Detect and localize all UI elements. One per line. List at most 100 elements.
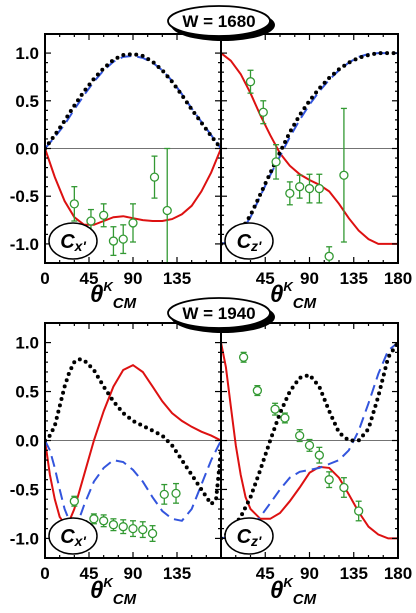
data-point [149, 172, 160, 182]
data-point [108, 520, 119, 530]
data-point [324, 251, 334, 261]
x-tick-label: 180 [384, 564, 412, 583]
x-tick-label: 90 [124, 564, 143, 583]
data-point [295, 430, 305, 441]
chart-w1680: -1.0 -0.5 0.0 0.5 1.0 0 45 90 135 Cx' 45 90 135 180 C… [10, 5, 412, 288]
data-point [314, 450, 324, 460]
xlabel-subscript: CM [293, 295, 317, 312]
panel-badge: Cz' [224, 517, 274, 555]
svg-text:θKCM: θKCM [270, 279, 317, 312]
title-ellipse [167, 5, 271, 37]
x-tick-label: 180 [384, 269, 412, 288]
y-tick-label: 0.0 [15, 140, 39, 159]
data-point [118, 234, 128, 244]
xlabel-theta: θ [90, 577, 103, 604]
plot-area [45, 357, 221, 543]
title-badge-top: W = 1680 [167, 5, 275, 41]
series-dotted-line [221, 51, 398, 246]
xlabel-subscript: CM [113, 295, 137, 312]
data-point [245, 77, 256, 87]
svg-text:θKCM: θKCM [90, 575, 137, 608]
x-tick-label: 135 [340, 269, 368, 288]
data-point [304, 183, 315, 194]
plot-area [221, 51, 398, 263]
series-dashed-line [45, 440, 221, 527]
y-tick-label: -1.0 [10, 529, 39, 548]
panel-badge: Cx' [48, 517, 98, 555]
x-tick-label: 90 [124, 269, 143, 288]
panel-cx-bottom: -1.0 -0.5 0.0 0.5 1.0 0 45 90 135 Cx' [10, 322, 222, 583]
panel-cz-bottom: 45 90 135 180 Cz' [220, 322, 412, 583]
y-tick-label: 0.0 [15, 432, 39, 451]
plot-area [221, 340, 398, 541]
data-point [285, 188, 295, 198]
x-tick-label: 45 [80, 269, 99, 288]
badge-label: Cx' [60, 526, 86, 549]
data-point [69, 199, 79, 209]
data-point [280, 413, 290, 423]
x-tick-label: 135 [163, 269, 191, 288]
x-tick-label: 0 [40, 269, 49, 288]
series-dotted-line [45, 51, 221, 151]
data-point [147, 528, 158, 539]
y-tick-label: 1.0 [15, 44, 39, 63]
y-tick-label: -0.5 [10, 480, 39, 499]
y-tick-label: -1.0 [10, 235, 39, 254]
panel-cx-top: -1.0 -0.5 0.0 0.5 1.0 0 45 90 135 Cx' [10, 33, 222, 288]
x-tick-label: 45 [256, 269, 275, 288]
data-point [258, 107, 268, 117]
chart-title: W = 1680 [182, 12, 255, 31]
x-tick-label: 90 [300, 564, 319, 583]
badge-ellipse [224, 222, 274, 260]
series-solid-line [221, 342, 398, 540]
data-point [252, 385, 263, 396]
data-point [324, 475, 334, 485]
xlabel-theta: θ [270, 281, 283, 308]
data-point [295, 182, 305, 192]
badge-label: Cz' [237, 526, 262, 549]
x-axis-label-bottom: θKCM θKCM [90, 575, 317, 608]
x-tick-label: 45 [256, 564, 275, 583]
badge-ellipse [48, 517, 98, 555]
xlabel-superscript: K [283, 279, 294, 294]
data-point [339, 170, 349, 180]
x-tick-label: 135 [340, 564, 368, 583]
data-point [99, 516, 109, 526]
data-point [314, 183, 324, 194]
badge-ellipse [224, 517, 274, 555]
data-point [138, 524, 148, 535]
series-dotted-line [45, 357, 221, 508]
chart-title: W = 1940 [182, 304, 255, 323]
xlabel-subscript: CM [293, 591, 317, 608]
y-tick-label: 1.0 [15, 334, 39, 353]
y-tick-label: -0.5 [10, 187, 39, 206]
plot-area [45, 51, 221, 263]
data-point [270, 404, 280, 414]
data-point [171, 488, 181, 499]
x-tick-label: 0 [40, 564, 49, 583]
data-point [86, 216, 96, 226]
x-tick-label: 90 [300, 269, 319, 288]
title-ellipse [167, 297, 271, 329]
xlabel-superscript: K [283, 575, 294, 590]
data-point [128, 523, 138, 534]
panel-badge: Cz' [224, 222, 274, 260]
series-dashed-line [45, 54, 221, 150]
xlabel-superscript: K [103, 575, 114, 590]
data-point [118, 522, 128, 532]
data-point [108, 236, 119, 246]
data-point [128, 218, 138, 228]
xlabel-subscript: CM [113, 591, 137, 608]
data-point [162, 205, 172, 216]
data-point [271, 157, 281, 167]
data-point [89, 514, 99, 524]
y-tick-label: 0.5 [15, 383, 39, 402]
series-dashed-line [221, 341, 398, 540]
title-badge-bottom: W = 1940 [167, 297, 275, 333]
data-point [159, 489, 169, 500]
data-point [339, 482, 349, 493]
chart-w1940: -1.0 -0.5 0.0 0.5 1.0 0 45 90 135 Cx' 45 90 135 180 C… [10, 297, 412, 583]
svg-text:θKCM: θKCM [270, 575, 317, 608]
panel-badge: Cx' [48, 222, 98, 260]
